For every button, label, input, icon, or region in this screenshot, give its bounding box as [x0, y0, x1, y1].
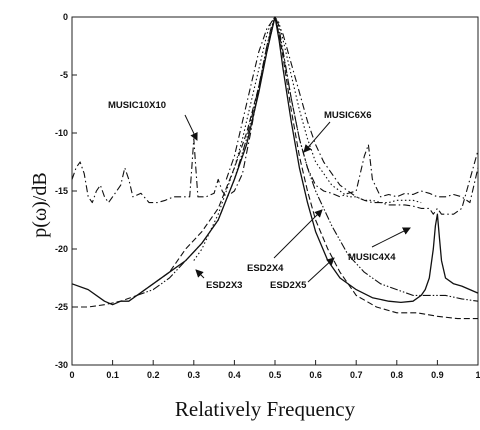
y-axis-ticks: 0 -5 -10 -15 -20 -25 -30 [55, 12, 77, 370]
annotation-esd2x3: ESD2X3 [206, 280, 242, 291]
annotation-esd2x4: ESD2X4 [247, 263, 284, 274]
series-line-music4x4 [225, 16, 479, 215]
y-tick-label: -15 [55, 186, 68, 196]
x-axis-ticks: 0 0.1 0.2 0.3 0.4 0.5 0.6 0.7 0.8 0.9 1 [69, 360, 480, 380]
x-axis-label: Relatively Frequency [175, 397, 356, 421]
x-tick-label: 0.1 [106, 370, 119, 380]
x-tick-label: 0.2 [147, 370, 160, 380]
annotation-esd2x5: ESD2X5 [270, 280, 307, 291]
y-tick-label: 0 [63, 12, 68, 22]
x-tick-label: 0.9 [431, 370, 444, 380]
y-axis-label: p(ω)/dB [29, 172, 51, 237]
y-tick-label: -30 [55, 360, 68, 370]
x-tick-label: 0.6 [309, 370, 322, 380]
annotation-arrow [273, 209, 323, 259]
x-tick-label: 0 [69, 370, 74, 380]
annotation-music10x10: MUSIC10X10 [108, 100, 166, 111]
y-tick-label: -5 [60, 70, 68, 80]
series-line-music10x10 [71, 16, 479, 204]
series-line-esd2x5 [71, 16, 479, 306]
annotation-arrow [184, 114, 198, 141]
y-tick-label: -25 [55, 302, 68, 312]
plot-frame [71, 16, 479, 366]
annotation-arrow [303, 121, 331, 153]
annotation-arrow [195, 269, 205, 279]
annotation-music6x6: MUSIC6X6 [324, 110, 372, 121]
annotation-arrow [371, 227, 411, 248]
series-group [71, 16, 479, 320]
y-tick-label: -10 [55, 128, 68, 138]
x-tick-label: 0.8 [391, 370, 404, 380]
annotation-music4x4: MUSIC4X4 [348, 252, 396, 263]
x-tick-label: 0.7 [350, 370, 363, 380]
x-tick-label: 1 [475, 370, 480, 380]
x-tick-label: 0.5 [269, 370, 282, 380]
annotations-group: MUSIC10X10 MUSIC6X6 MUSIC4X4 ESD2X4 ESD2X3 ES… [108, 100, 411, 291]
x-tick-label: 0.4 [228, 370, 241, 380]
x-tick-label: 0.3 [188, 370, 201, 380]
annotation-arrow [307, 257, 335, 283]
y-tick-label: -20 [55, 244, 68, 254]
